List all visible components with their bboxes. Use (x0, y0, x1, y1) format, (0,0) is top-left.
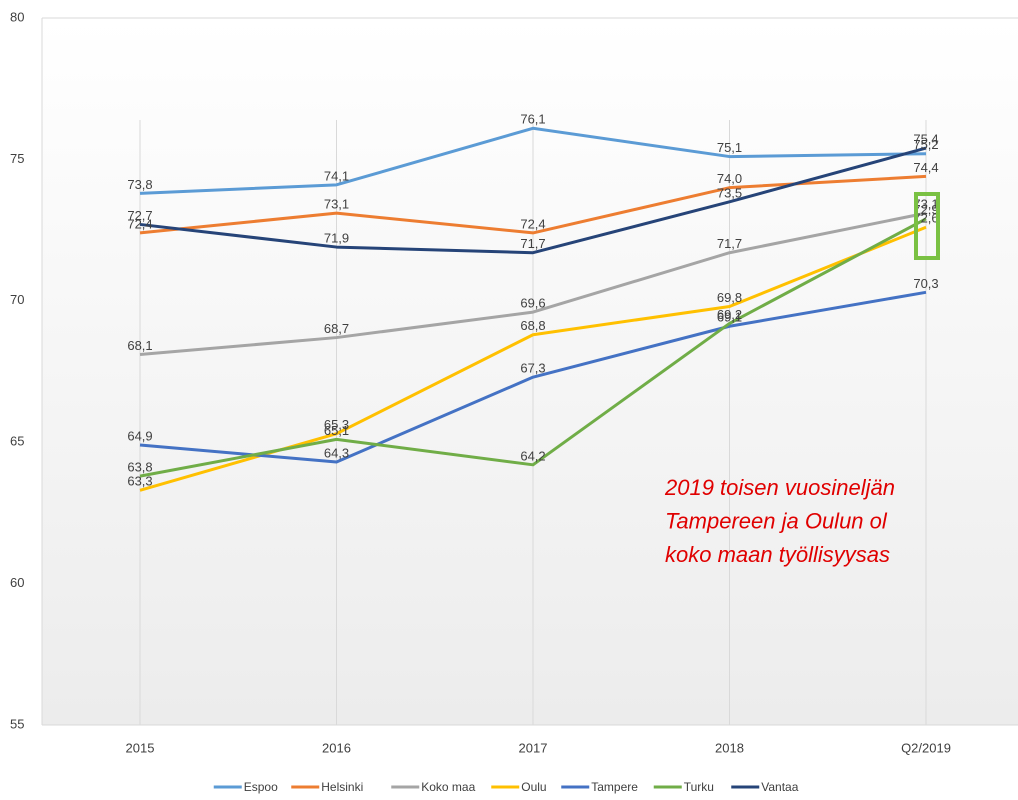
data-label: 71,7 (717, 236, 742, 251)
data-label: 71,9 (324, 231, 349, 246)
data-label: 73,8 (127, 177, 152, 192)
data-label: 69,1 (717, 310, 742, 325)
data-label: 64,3 (324, 445, 349, 460)
legend-label: Turku (684, 780, 714, 794)
data-label: 72,7 (127, 208, 152, 223)
x-tick-label: 2018 (715, 740, 744, 755)
data-label: 65,3 (324, 417, 349, 432)
data-label: 68,8 (520, 318, 545, 333)
plot-area (42, 18, 1018, 725)
data-label: 67,3 (520, 361, 545, 376)
data-label: 64,2 (520, 448, 545, 463)
y-tick-label: 70 (10, 292, 24, 307)
annotation-line: 2019 toisen vuosineljän (664, 475, 895, 500)
data-label: 73,5 (717, 185, 742, 200)
legend-label: Espoo (244, 780, 278, 794)
y-tick-label: 55 (10, 716, 24, 731)
highlight-box (914, 192, 940, 260)
legend-label: Vantaa (761, 780, 798, 794)
series-line (139, 211, 927, 357)
annotation-line: Tampereen ja Oulun ol (665, 509, 888, 534)
data-label: 63,3 (127, 474, 152, 489)
data-label: 76,1 (520, 112, 545, 127)
data-label: 68,7 (324, 321, 349, 336)
legend: Espoo Helsinki Koko maa Oulu Tampere Turku Van… (213, 780, 799, 794)
data-label: 73,1 (913, 197, 938, 212)
grid (42, 120, 1018, 726)
data-label: 72,9 (913, 202, 938, 217)
annotation: 2019 toisen vuosineljän Tampereen ja Oulu… (664, 475, 895, 567)
series-line (139, 217, 927, 478)
legend-label: Helsinki (321, 780, 363, 794)
data-label: 74,1 (324, 168, 349, 183)
annotation-line: koko maan työllisyysas (665, 542, 890, 567)
data-label: 75,1 (717, 140, 742, 155)
series-line (139, 146, 927, 255)
data-label: 64,9 (127, 428, 152, 443)
y-tick-label: 80 (10, 9, 24, 24)
series-line (139, 290, 927, 464)
data-label: 69,8 (717, 290, 742, 305)
data-label: 75,4 (913, 132, 938, 147)
data-label: 68,1 (127, 338, 152, 353)
data-label: 72,6 (913, 211, 938, 226)
data-label: 72,4 (520, 216, 545, 231)
data-label: 63,8 (127, 460, 152, 475)
data-label: 69,2 (717, 307, 742, 322)
series-line (139, 126, 927, 195)
legend-label: Koko maa (421, 780, 475, 794)
y-tick-label: 65 (10, 434, 24, 449)
x-tick-label: Q2/2019 (901, 740, 951, 755)
legend-label: Oulu (521, 780, 546, 794)
data-label: 75,2 (913, 137, 938, 152)
data-label: 72,4 (127, 216, 152, 231)
x-tick-label: 2016 (322, 740, 351, 755)
x-tick-label: 2017 (519, 740, 548, 755)
data-labels: 73,8 74,1 76,1 75,1 75,2 72,4 73,1 72,4 74,0 74,4… (127, 112, 938, 489)
x-tick-label: 2015 (126, 740, 155, 755)
data-label: 65,1 (324, 423, 349, 438)
y-tick-label: 60 (10, 575, 24, 590)
legend-label: Tampere (591, 780, 638, 794)
data-label: 71,7 (520, 236, 545, 251)
data-label: 69,6 (520, 296, 545, 311)
y-tick-label: 75 (10, 151, 24, 166)
data-label: 73,1 (324, 197, 349, 212)
data-label: 74,4 (913, 160, 938, 175)
lines (139, 126, 927, 492)
data-label: 74,0 (717, 171, 742, 186)
data-label: 70,3 (913, 276, 938, 291)
